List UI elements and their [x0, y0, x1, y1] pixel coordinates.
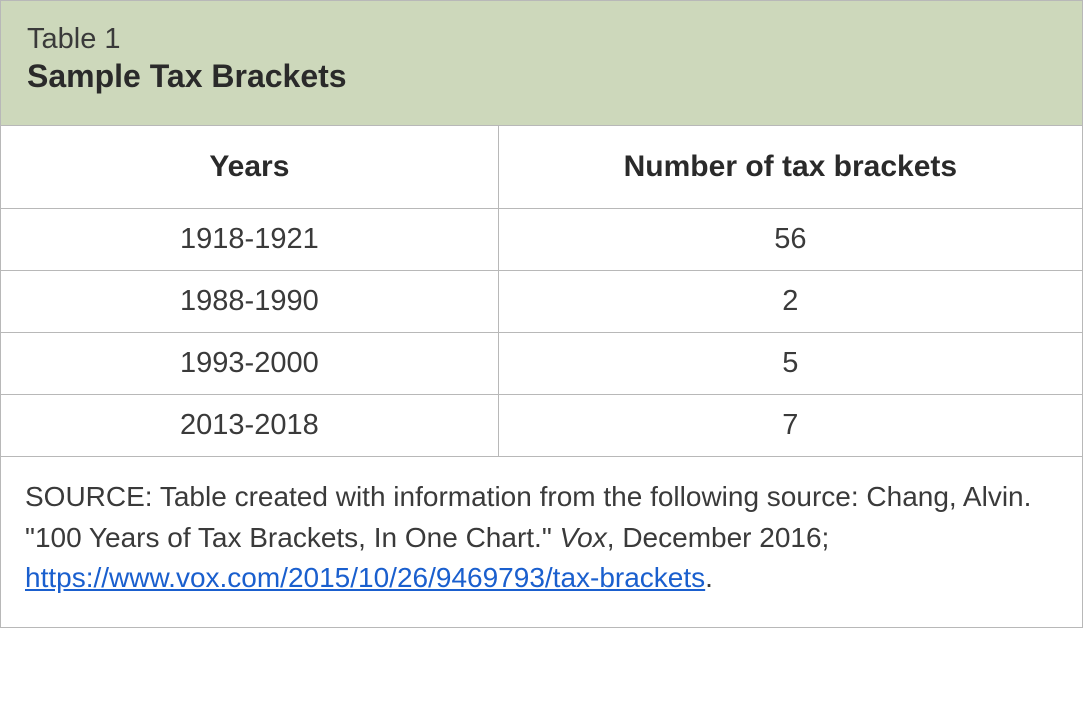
- table-header-block: Table 1 Sample Tax Brackets: [1, 1, 1082, 126]
- table-row: 1918-1921 56: [1, 209, 1082, 271]
- table-header-row: Years Number of tax brackets: [1, 126, 1082, 209]
- column-header-brackets: Number of tax brackets: [498, 126, 1082, 209]
- cell-count: 5: [498, 333, 1082, 395]
- cell-years: 2013-2018: [1, 395, 498, 457]
- cell-years: 1993-2000: [1, 333, 498, 395]
- table-row: 1988-1990 2: [1, 271, 1082, 333]
- column-header-years: Years: [1, 126, 498, 209]
- table-title: Sample Tax Brackets: [27, 58, 1056, 95]
- source-link[interactable]: https://www.vox.com/2015/10/26/9469793/t…: [25, 562, 705, 593]
- table-source: SOURCE: Table created with information f…: [1, 457, 1082, 627]
- cell-count: 56: [498, 209, 1082, 271]
- table-row: 2013-2018 7: [1, 395, 1082, 457]
- source-suffix: .: [705, 562, 713, 593]
- tax-brackets-table: Table 1 Sample Tax Brackets Years Number…: [0, 0, 1083, 628]
- data-table: Years Number of tax brackets 1918-1921 5…: [1, 126, 1082, 457]
- table-row: 1993-2000 5: [1, 333, 1082, 395]
- cell-count: 2: [498, 271, 1082, 333]
- cell-count: 7: [498, 395, 1082, 457]
- cell-years: 1988-1990: [1, 271, 498, 333]
- source-prefix: SOURCE: Table created with information f…: [25, 481, 1031, 553]
- source-journal: Vox: [560, 522, 607, 553]
- table-label: Table 1: [27, 23, 1056, 56]
- cell-years: 1918-1921: [1, 209, 498, 271]
- source-date: , December 2016;: [607, 522, 830, 553]
